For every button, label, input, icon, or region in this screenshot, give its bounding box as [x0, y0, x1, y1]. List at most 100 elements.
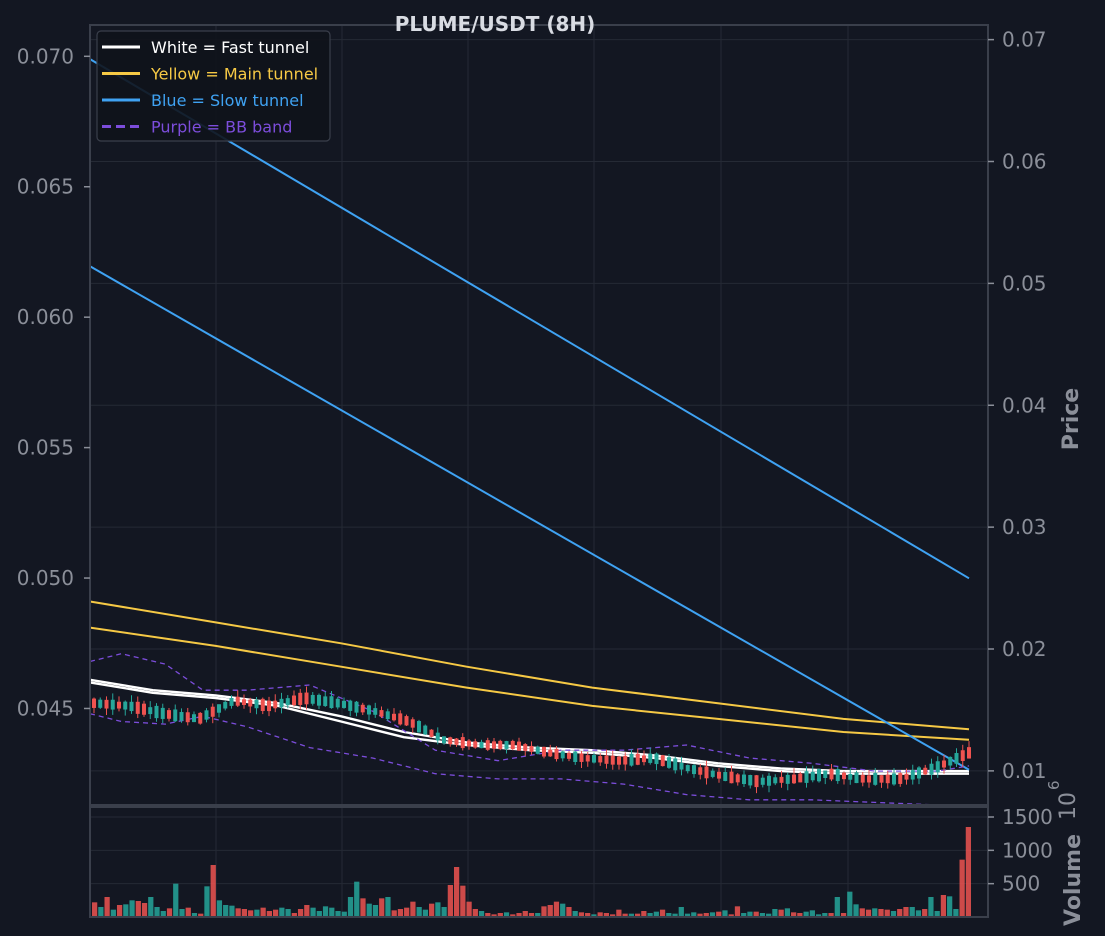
volume-bar-124 [865, 909, 872, 917]
volume-bar-11 [160, 911, 166, 917]
volume-bar-73 [547, 905, 553, 917]
candle-body-115 [810, 771, 815, 781]
candle-body-47 [385, 711, 390, 720]
volume-bar-79 [585, 913, 591, 917]
volume-bar-22 [229, 905, 235, 917]
volume-bar-111 [784, 908, 791, 917]
volume-axis-ticks: 500 1000 1500 [988, 805, 1053, 896]
candle-body-68 [517, 741, 521, 751]
candle-body-74 [554, 748, 559, 760]
volume-multiplier-base: 10 [1056, 792, 1081, 820]
volume-bar-45 [372, 905, 379, 917]
candle-body-109 [773, 777, 778, 784]
volume-bar-134 [928, 897, 934, 917]
candle-body-51 [410, 719, 415, 728]
volume-bar-5 [123, 904, 129, 917]
volume-tick-label-1: 1000 [1002, 838, 1053, 862]
candle-body-41 [348, 700, 353, 711]
volume-bar-135 [934, 911, 940, 917]
candle-body-118 [829, 768, 834, 780]
candle-body-124 [867, 775, 871, 783]
candle-body-45 [373, 708, 378, 715]
volume-bar-61 [472, 909, 478, 917]
candle-body-139 [960, 750, 965, 761]
candle-body-102 [729, 771, 734, 784]
volume-bar-83 [610, 914, 616, 917]
volume-bar-27 [260, 907, 266, 917]
volume-bar-137 [947, 896, 953, 917]
candle-body-24 [242, 699, 246, 706]
volume-bar-139 [959, 859, 965, 917]
volume-bar-130 [903, 907, 909, 917]
candle-body-126 [879, 775, 884, 783]
volume-bar-93 [672, 913, 678, 917]
volume-bar-49 [397, 909, 404, 917]
candle-body-13 [173, 709, 178, 722]
right-tick-label-5: 0.06 [1002, 150, 1047, 174]
volume-bar-96 [691, 912, 697, 917]
candle-body-91 [660, 755, 665, 767]
volume-bar-81 [597, 912, 603, 917]
volume-bar-23 [235, 908, 241, 917]
right-tick-label-1: 0.02 [1002, 637, 1047, 661]
candle-body-25 [248, 699, 253, 707]
volume-bar-39 [335, 911, 341, 917]
volume-tick-label-2: 1500 [1002, 805, 1053, 829]
volume-bar-65 [497, 913, 503, 917]
candle-body-86 [629, 753, 634, 766]
candle-body-28 [267, 700, 271, 712]
candle-body-89 [648, 753, 653, 763]
candle-body-90 [654, 753, 659, 765]
candle-body-54 [429, 729, 434, 737]
candle-body-135 [935, 761, 940, 773]
candle-body-130 [904, 773, 909, 780]
candle-body-122 [854, 772, 859, 784]
candle-body-57 [448, 737, 453, 745]
left-tick-label-2: 0.055 [17, 436, 74, 460]
volume-bar-18 [204, 886, 210, 917]
candle-body-92 [667, 757, 671, 768]
volume-bar-75 [560, 903, 566, 917]
candle-body-129 [898, 773, 903, 784]
candle-body-95 [685, 765, 690, 772]
volume-bar-88 [641, 911, 647, 917]
volume-bar-64 [491, 914, 497, 917]
series-line-3 [89, 626, 970, 741]
right-tick-label-6: 0.07 [1002, 28, 1047, 52]
candle-body-108 [767, 775, 771, 786]
candle-body-14 [179, 712, 184, 721]
volume-bar-32 [291, 913, 297, 917]
volume-bar-0 [92, 902, 98, 917]
candle-body-26 [254, 699, 259, 709]
candle-body-136 [942, 760, 946, 768]
volume-multiplier-exponent: 6 [1045, 780, 1063, 790]
volume-bar-30 [279, 907, 285, 917]
legend-label-0: White = Fast tunnel [151, 38, 309, 57]
candle-body-93 [673, 758, 678, 771]
volume-bar-76 [566, 907, 572, 917]
right-tick-label-4: 0.05 [1002, 271, 1047, 295]
volume-multiplier: 10 6 [1045, 780, 1081, 820]
left-tick-label-5: 0.070 [17, 44, 74, 68]
candle-body-66 [504, 741, 509, 749]
candle-body-117 [823, 770, 828, 778]
candle-body-116 [817, 769, 821, 782]
candle-body-112 [792, 774, 796, 784]
price-panel-frame [89, 24, 989, 806]
volume-tick-label-0: 500 [1002, 872, 1040, 896]
candle-body-35 [310, 694, 315, 704]
candle-body-53 [423, 725, 428, 735]
candle-body-48 [392, 713, 396, 721]
volume-bar-69 [522, 911, 528, 917]
candle-body-69 [523, 744, 528, 751]
candle-body-36 [317, 694, 321, 706]
candle-body-100 [717, 771, 721, 779]
candle-body-7 [135, 701, 140, 714]
candle-body-29 [273, 700, 278, 709]
volume-bar-103 [734, 906, 741, 917]
legend-label-1: Yellow = Main tunnel [150, 65, 318, 84]
volume-bar-60 [466, 901, 472, 917]
candle-body-27 [260, 698, 265, 712]
volume-bar-14 [179, 909, 185, 917]
volume-bar-layer [92, 827, 971, 917]
